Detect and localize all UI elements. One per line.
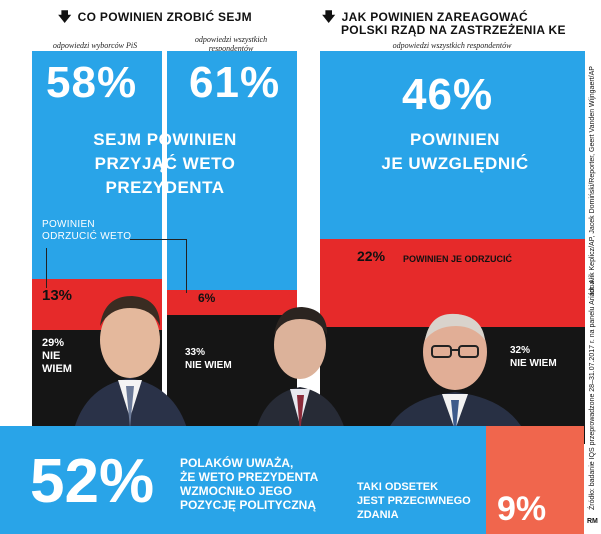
sejm-yes-line3: PREZYDENTA [105,178,225,197]
photo-credit: fot. Ałik Keplicz/AP, Jacek Domiński/Rep… [589,66,596,295]
bottom-bar-opposite [486,426,584,534]
sejm-yes-line1: SEJM POWINIEN [93,130,237,149]
bottom-text-line3: WZMOCNIŁO JEGO [180,484,292,498]
col3-dk-label: NIE WIEM [510,358,557,369]
bottom-other-line1: TAKI ODSETEK [357,481,439,493]
col1-no-value: 13% [42,287,73,304]
col3-yes-value: 46% [402,70,494,119]
source-credit: Źródło: badanie IQS przeprowadzone 28–31… [589,280,596,510]
reject-weto-line1: POWINIEN [42,219,95,230]
col3-yes-bar [320,51,585,239]
col1-dk-value: 29% NIE WIEM [42,337,72,376]
col3-no-value: 22% [357,248,386,264]
col2-subtitle-line1: odpowiedzi wszystkich [194,35,268,44]
bottom-big-value: 52% [30,447,155,516]
left-header: 🡇 CO POWINIEN ZROBIĆ SEJM [58,10,252,24]
right-header: 🡇 JAK POWINIEN ZAREAGOWAĆ POLSKI RZĄD NA … [322,10,566,37]
bottom-other-value: 9% [497,490,547,528]
reject-weto-line2: ODRZUCIĆ WETO [42,231,132,242]
col1-yes-value: 58% [46,58,138,107]
rzad-yes-line2: JE UWZGLĘDNIĆ [381,154,529,173]
bottom-text-line1: POLAKÓW UWAŻA, [180,456,294,470]
sejm-yes-label: SEJM POWINIEN PRZYJĄĆ WETO PREZYDENTA [70,128,260,200]
bottom-bar [0,426,486,534]
col2-dk-value: 33% NIE WIEM [185,346,232,372]
right-header-line2: POLSKI RZĄD NA ZASTRZEŻENIA KE [341,23,566,37]
guide-line-right [186,239,187,293]
col2-yes-value: 61% [189,58,281,107]
reject-weto-label: POWINIEN ODRZUCIĆ WETO [42,219,131,243]
signature: RM [587,518,598,525]
col3-subtitle: odpowiedzi wszystkich respondentów [392,41,512,50]
col2-subtitle-line2: respondentów [208,44,254,53]
col2-dk-pct: 33% [185,347,206,358]
col2-no-value: 6% [198,291,216,305]
col3-dk-pct: 32% [510,345,531,356]
sejm-yes-line2: PRZYJĄĆ WETO [94,154,236,173]
bottom-other-text: TAKI ODSETEK JEST PRZECIWNEGO ZDANIA [357,480,471,522]
guide-line-h [130,239,186,240]
col2-yes-bar [167,51,297,290]
col1-dk-line2: WIEM [42,363,72,375]
right-header-line1: JAK POWINIEN ZAREAGOWAĆ [341,10,528,24]
arrow-down-icon: 🡇 [58,9,72,24]
bottom-other-line2: JEST PRZECIWNEGO [357,495,471,507]
col2-no-bar [167,290,297,315]
rzad-yes-line1: POWINIEN [410,130,500,149]
col3-no-label: POWINIEN JE ODRZUCIĆ [403,254,513,264]
col2-subtitle: odpowiedzi wszystkich respondentów [166,35,296,53]
col1-dk-pct: 29% [42,337,65,349]
col2-dk-label: NIE WIEM [185,360,232,371]
col1-yes-bar [32,51,162,279]
col1-subtitle: odpowiedzi wyborców PiS [52,41,138,50]
arrow-down-icon: 🡇 [322,9,336,24]
col1-dk-line1: NIE [42,350,61,362]
bottom-text: POLAKÓW UWAŻA, ŻE WETO PREZYDENTA WZMOCN… [180,456,318,512]
bottom-text-line2: ŻE WETO PREZYDENTA [180,470,319,484]
bottom-text-line4: POZYCJĘ POLITYCZNĄ [180,498,317,512]
col3-no-bar [320,239,585,327]
rzad-yes-label: POWINIEN JE UWZGLĘDNIĆ [360,128,550,176]
col3-dk-value: 32% NIE WIEM [510,344,557,370]
left-header-text: CO POWINIEN ZROBIĆ SEJM [77,10,252,24]
guide-line-left [46,248,47,288]
bottom-other-line3: ZDANIA [357,509,399,521]
